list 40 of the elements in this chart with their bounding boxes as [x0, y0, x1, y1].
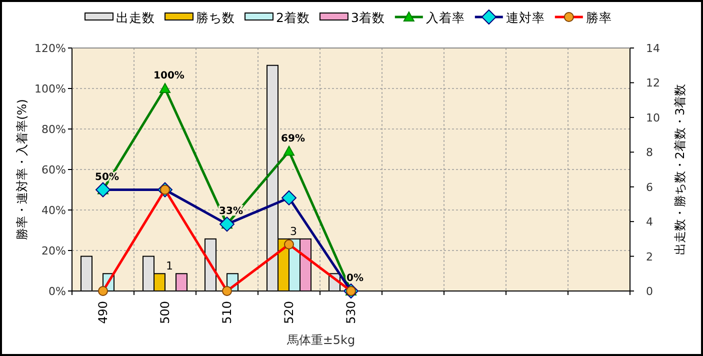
point — [284, 146, 294, 156]
point — [160, 83, 170, 93]
data-label: 1 — [166, 260, 173, 273]
y-tick-label: 20% — [42, 244, 66, 258]
legend-label: 入着率 — [426, 10, 465, 25]
y2-tick-label: 10 — [646, 111, 660, 124]
y2-axis-title: 出走数・勝ち数・2着数・3着数 — [673, 84, 687, 256]
y2-tick-label: 4 — [646, 216, 653, 229]
legend-label: 勝ち数 — [196, 10, 235, 25]
y2-tick-label: 12 — [646, 76, 660, 90]
legend-label: 2着数 — [276, 10, 310, 25]
point — [96, 182, 110, 198]
x-tick-label: 510 — [220, 301, 234, 324]
data-label: 69% — [281, 133, 305, 144]
x-axis-title: 馬体重±5kg — [286, 333, 356, 347]
y-tick-label: 120% — [34, 42, 66, 55]
y2-tick-label: 6 — [646, 180, 653, 194]
y2-tick-label: 0 — [646, 285, 653, 298]
legend-label: 出走数 — [116, 10, 155, 25]
legend-label: 連対率 — [506, 10, 545, 25]
x-tick-label: 520 — [282, 301, 296, 324]
data-label: 3 — [290, 224, 297, 238]
y-axis-title: 勝率・連対率・入着率(%) — [15, 99, 29, 240]
x-tick-label: 490 — [96, 301, 110, 324]
point — [220, 216, 234, 232]
x-tick-label: 500 — [158, 301, 172, 324]
y-tick-label: 60% — [42, 164, 66, 176]
y2-tick-label: 8 — [646, 146, 653, 160]
data-label: 100% — [154, 70, 184, 82]
y2-tick-label: 14 — [646, 42, 660, 55]
y-tick-label: 80% — [42, 123, 66, 136]
point — [282, 190, 296, 206]
y2-tick-label: 2 — [646, 250, 653, 264]
y-tick-label: 100% — [34, 82, 66, 96]
legend-label: 3着数 — [350, 10, 385, 25]
data-label: 0% — [346, 273, 364, 284]
y-tick-label: 40% — [42, 204, 66, 217]
x-tick-label: 530 — [344, 301, 358, 324]
legend-label: 勝率 — [586, 10, 612, 25]
y-tick-label: 0% — [48, 285, 66, 298]
